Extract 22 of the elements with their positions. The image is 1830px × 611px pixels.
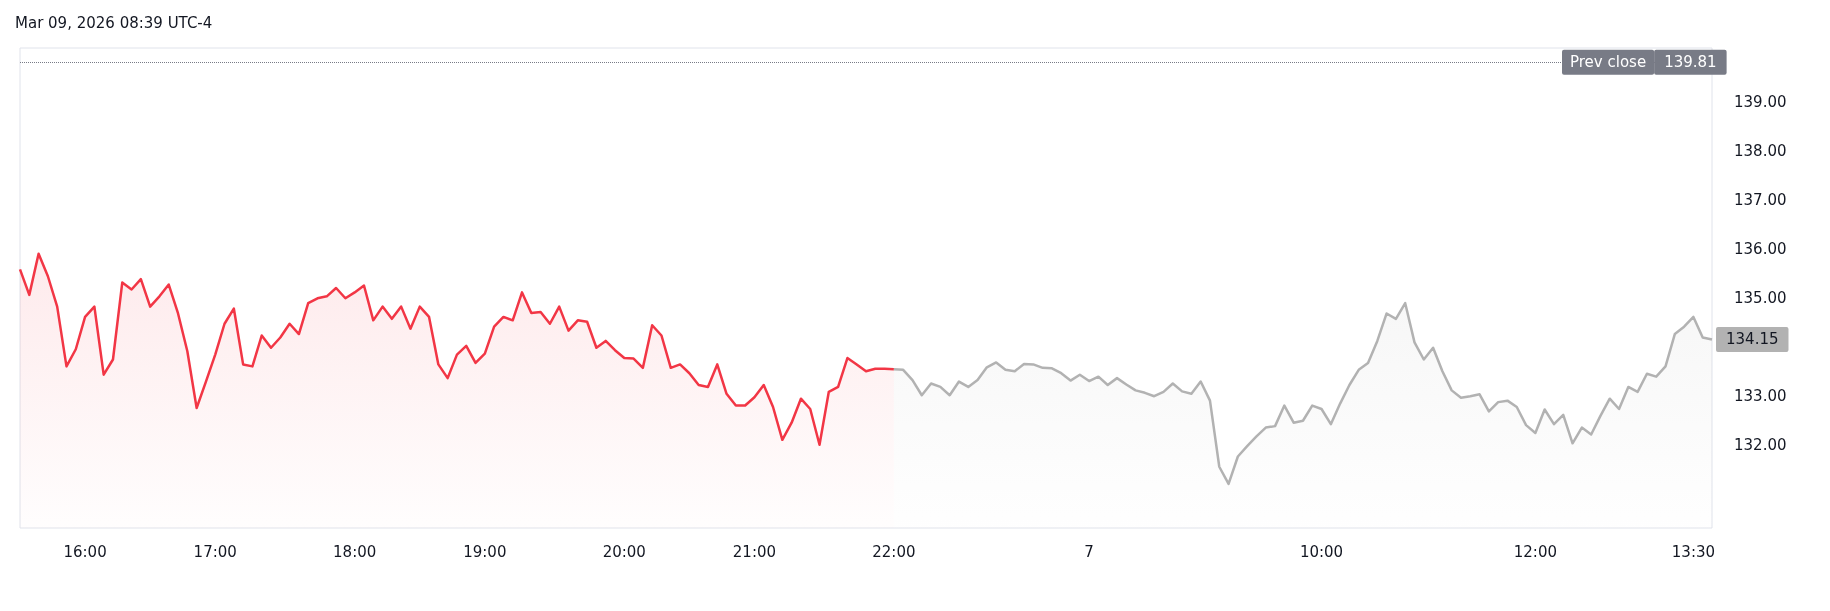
x-tick-label: 13:30 — [1671, 542, 1716, 561]
text: Mar 09, 2026 08:39 UTC-4 — [15, 13, 213, 32]
annotation: 139.81 — [1664, 53, 1717, 72]
x-tick-label: 17:00 — [193, 542, 237, 561]
x-tick-label: 18:00 — [333, 542, 377, 561]
x-tick-label: 7 — [1084, 542, 1094, 561]
y-tick-label: 135.00 — [1734, 288, 1787, 307]
x-tick-label: 22:00 — [872, 542, 916, 561]
y-tick-label: 139.00 — [1734, 92, 1787, 111]
x-tick-label: 12:00 — [1513, 542, 1557, 561]
x-tick-label: 16:00 — [63, 542, 107, 561]
x-tick-label: 10:00 — [1299, 542, 1344, 561]
x-tick-label: 19:00 — [463, 542, 507, 561]
ref-line-label: Prev close — [1570, 53, 1647, 72]
y-tick-label: 133.00 — [1734, 386, 1787, 405]
data-label: 134.15 — [1726, 330, 1779, 349]
y-tick-label: 137.00 — [1734, 190, 1787, 209]
y-tick-label: 132.00 — [1734, 435, 1787, 454]
x-tick-label: 21:00 — [732, 542, 777, 561]
x-tick-label: 20:00 — [602, 542, 646, 561]
y-tick-label: 138.00 — [1734, 141, 1787, 160]
y-tick-label: 136.00 — [1734, 239, 1787, 258]
